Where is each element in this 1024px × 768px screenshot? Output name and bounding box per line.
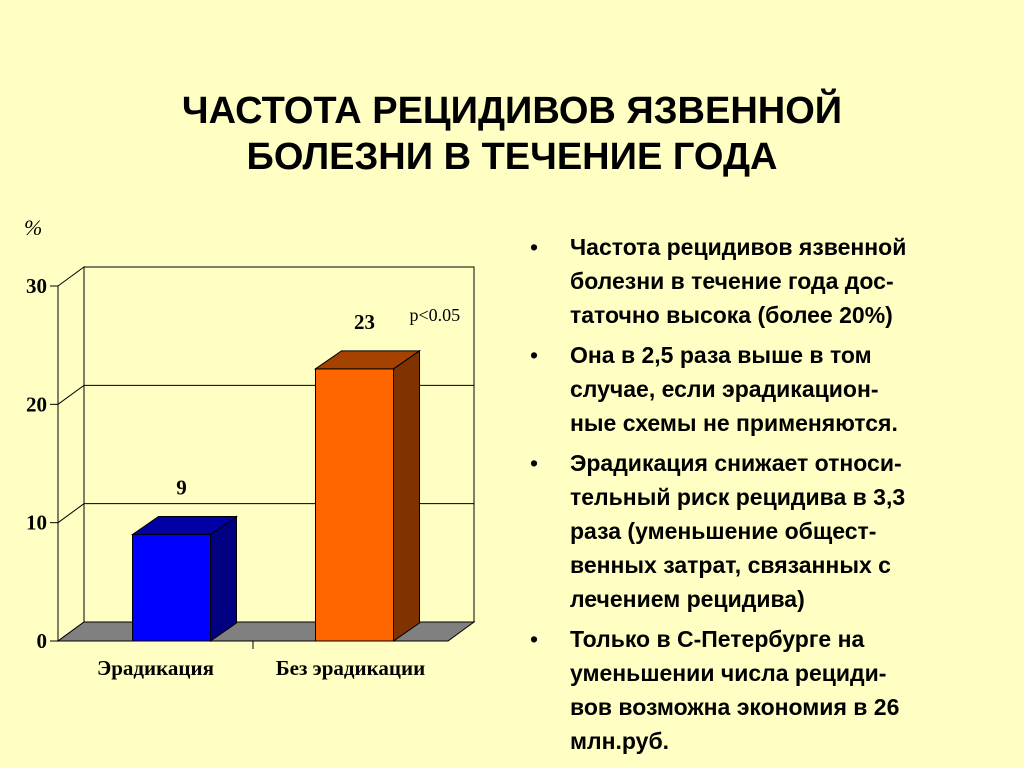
- data-label: 9: [176, 476, 187, 500]
- bullet-marker: •: [530, 626, 539, 652]
- bullet-marker: •: [530, 234, 539, 260]
- y-tick-label: 20: [26, 392, 47, 416]
- bullet-line: вов возможна экономия в 26: [570, 694, 900, 720]
- significance-annotation: p<0.05: [410, 305, 461, 325]
- bar-front: [132, 534, 211, 642]
- bar-front: [315, 368, 394, 642]
- y-tick-label: 0: [37, 629, 48, 653]
- bullet-line: венных затрат, связанных с: [570, 552, 891, 578]
- title-line: БОЛЕЗНИ В ТЕЧЕНИЕ ГОДА: [246, 136, 778, 178]
- bullet-line: раза (уменьшение общест-: [570, 518, 877, 544]
- y-tick-label: 30: [26, 274, 47, 298]
- bullet-line: тельный риск рецидива в 3,3: [570, 484, 906, 510]
- bar: [130, 515, 239, 642]
- bullet-line: млн.руб.: [570, 728, 670, 754]
- bullet-line: уменьшении числа рециди-: [570, 660, 887, 686]
- bullet-line: Частота рецидивов язвенной: [570, 234, 907, 260]
- bullet-line: Только в С-Петербурге на: [570, 626, 865, 652]
- bar-side: [210, 515, 237, 642]
- x-tick-label: Эрадикация: [97, 656, 214, 680]
- bullet-line: таточно высока (более 20%): [570, 302, 893, 328]
- slide-title: ЧАСТОТА РЕЦИДИВОВ ЯЗВЕННОЙ БОЛЕЗНИ В ТЕЧ…: [0, 88, 1024, 180]
- bar-top: [130, 516, 239, 535]
- bullet-item: • Эрадикация снижает относи-тельный риск …: [527, 446, 997, 616]
- chart-side-wall: [57, 266, 85, 642]
- bar-chart: 0 10 20 30% 9 Эрадикация 23 Без эрадикации p<0.0…: [24, 215, 476, 680]
- x-tick-label: Без эрадикации: [276, 656, 425, 680]
- bullet-line: Эрадикация снижает относи-: [570, 450, 902, 476]
- y-axis-label: %: [24, 215, 42, 240]
- bullet-list: • Частота рецидивов язвенной болезни в теч…: [527, 230, 997, 764]
- bullet-marker: •: [530, 450, 539, 476]
- bullet-line: Она в 2,5 раза выше в том: [570, 342, 872, 368]
- bar-side: [393, 349, 420, 642]
- bullet-line: болезни в течение года дос-: [570, 268, 894, 294]
- bullet-marker: •: [530, 342, 539, 368]
- bullet-item: • Она в 2,5 раза выше в том случае, если э…: [527, 338, 997, 440]
- bar-top: [313, 350, 422, 370]
- bar: [313, 349, 422, 642]
- y-tick-label: 10: [26, 511, 47, 535]
- bullet-item: • Только в С-Петербурге на уменьшении числ…: [527, 622, 997, 758]
- bullet-line: ные схемы не применяются.: [570, 410, 898, 436]
- bullet-line: случае, если эрадикацион-: [570, 376, 879, 402]
- chart-labels: 0 10 20 30% 9 Эрадикация 23 Без эрадикации p<0.0…: [24, 215, 460, 680]
- data-label: 23: [354, 310, 375, 334]
- title-line: ЧАСТОТА РЕЦИДИВОВ ЯЗВЕННОЙ: [181, 90, 843, 132]
- bullet-item: • Частота рецидивов язвенной болезни в теч…: [527, 230, 997, 332]
- bullet-line: лечением рецидива): [570, 586, 805, 612]
- chart-bars: [130, 349, 422, 642]
